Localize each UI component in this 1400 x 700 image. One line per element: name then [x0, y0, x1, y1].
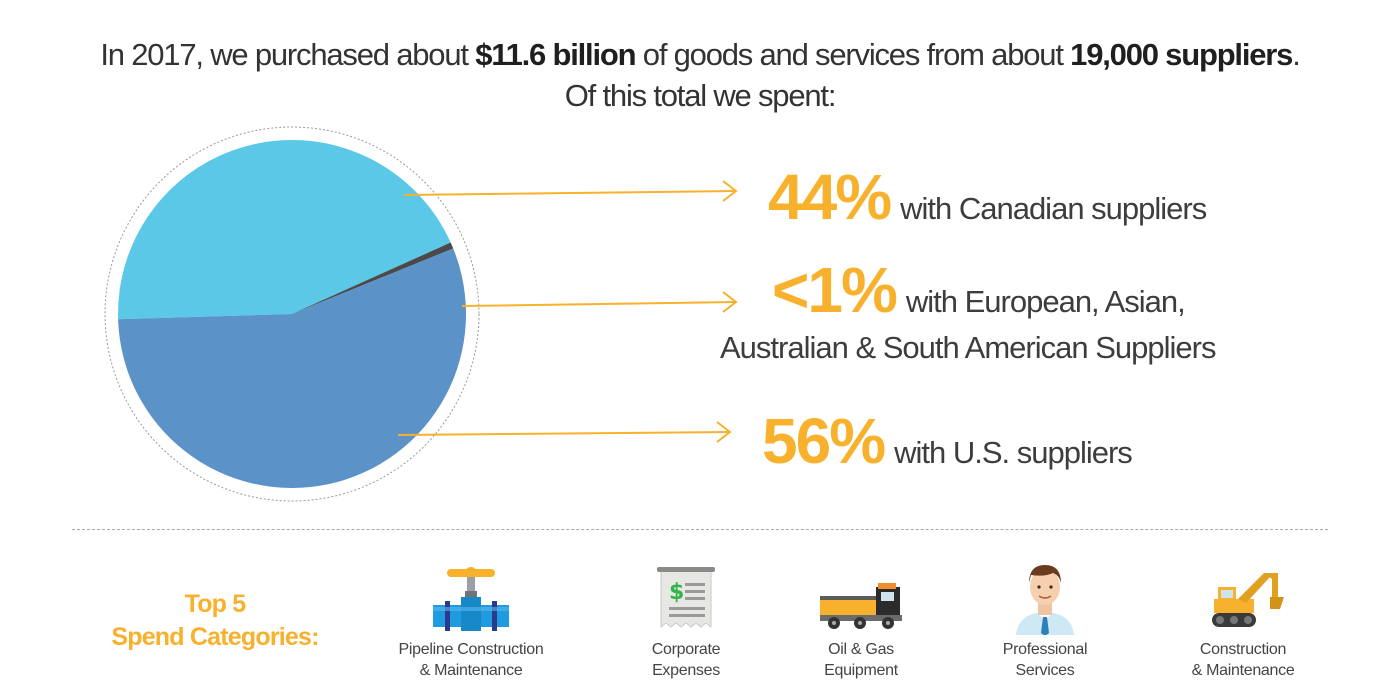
callout-other: <1% with European, Asian, Australian & So… [720, 258, 1216, 368]
callout-other-percent: <1% [772, 254, 898, 326]
category-label: Pipeline Construction [398, 641, 544, 658]
svg-text:$: $ [669, 580, 684, 605]
arrow-us [397, 431, 731, 436]
category-pipeline: Pipeline Construction & Maintenance [371, 555, 571, 681]
category-label: Oil & Gas [828, 641, 894, 658]
category-construction: Construction & Maintenance [1143, 555, 1343, 681]
top5-heading: Top 5 Spend Categories: [75, 588, 355, 654]
category-corporate: $ Corporate Expenses [586, 555, 786, 681]
pie-outline [104, 126, 480, 502]
arrow-other [461, 301, 737, 307]
top5-heading-line-2: Spend Categories: [111, 623, 319, 651]
pie-slice-other [292, 242, 454, 314]
businessman-icon [945, 555, 1145, 635]
callout-arrows [397, 180, 738, 443]
pie-slice-canadian [118, 139, 451, 320]
category-label: Professional [1002, 641, 1088, 658]
excavator-icon [1143, 555, 1343, 635]
category-label: Construction [1199, 641, 1287, 658]
supplier-count: 19,000 suppliers [1070, 37, 1293, 72]
callout-canadian-percent: 44% [768, 161, 892, 233]
category-equipment: Oil & Gas Equipment [761, 555, 961, 681]
arrow-canadian [403, 190, 737, 196]
headline-text: . [1292, 37, 1301, 72]
headline-text: In 2017, we purchased about [100, 37, 476, 72]
headline-line-2: Of this total we spent: [564, 78, 837, 113]
headline-text: of goods and services from about [635, 37, 1071, 72]
truck-icon [761, 555, 961, 635]
callout-other-label-2: Australian & South American Suppliers [720, 330, 1216, 365]
arrow-us-head [716, 421, 732, 443]
callout-us: 56% with U.S. suppliers [762, 404, 1133, 478]
spend-amount: $11.6 billion [475, 37, 636, 72]
callout-canadian: 44% with Canadian suppliers [768, 160, 1207, 234]
receipt-icon: $ [586, 555, 786, 635]
callout-us-percent: 56% [762, 405, 886, 477]
category-label: Equipment [824, 662, 898, 679]
callout-other-label: with European, Asian, [905, 284, 1186, 319]
category-label: Services [1015, 662, 1075, 679]
headline: In 2017, we purchased about $11.6 billio… [0, 34, 1400, 116]
category-label: & Maintenance [1191, 662, 1295, 679]
category-professional: Professional Services [945, 555, 1145, 681]
callout-us-label: with U.S. suppliers [894, 435, 1133, 470]
top5-heading-line-1: Top 5 [184, 590, 247, 618]
arrow-other-head [722, 291, 738, 313]
section-divider [72, 529, 1328, 530]
headline-line-1: In 2017, we purchased about $11.6 billio… [0, 34, 1400, 75]
category-label: Corporate [651, 641, 721, 658]
pie-slice-us [118, 248, 466, 488]
arrow-canadian-head [722, 180, 738, 202]
category-label: & Maintenance [419, 662, 523, 679]
category-label: Expenses [652, 662, 720, 679]
pie-chart [104, 126, 738, 502]
pipeline-valve-icon [371, 555, 571, 635]
pie-slices [118, 139, 466, 488]
callout-canadian-label: with Canadian suppliers [900, 191, 1207, 226]
